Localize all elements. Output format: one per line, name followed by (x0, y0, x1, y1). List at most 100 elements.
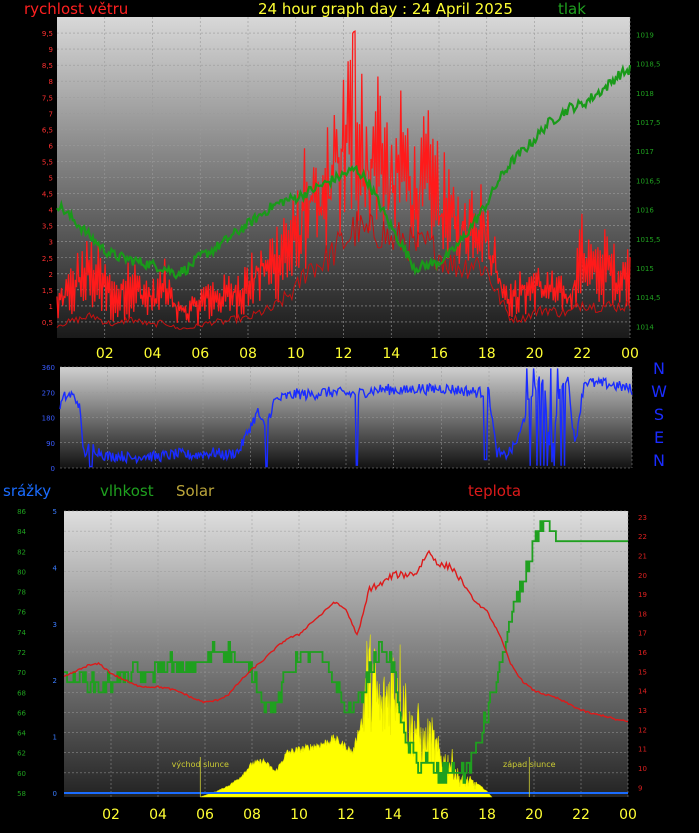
humidity-label: vlhkost (100, 482, 154, 500)
wind-speed-tick-label: 6,5 (42, 126, 53, 134)
temperature-tick-label: 19 (638, 591, 647, 599)
sunset-label: západ slunce (503, 760, 556, 769)
wind-direction-line (59, 368, 633, 468)
hour-tick-label: 04 (144, 346, 162, 362)
temperature-tick-label: 11 (638, 746, 647, 754)
wind-speed-tick-label: 4 (49, 207, 54, 215)
rain-label: srážky (3, 482, 51, 500)
temperature-tick-label: 10 (638, 765, 647, 773)
compass-letter: W (651, 382, 667, 401)
hour-tick-label: 16 (430, 346, 448, 362)
wind-direction-series (59, 368, 633, 468)
pressure-tick-label: 1016 (636, 207, 654, 215)
humidity-tick-label: 76 (17, 609, 26, 617)
wind-speed-label: rychlost větru (24, 0, 128, 18)
temperature-tick-label: 13 (638, 707, 647, 715)
pressure-tick-label: 1019 (636, 32, 654, 40)
hour-tick-label: 00 (621, 346, 639, 362)
hour-tick-label: 08 (239, 346, 257, 362)
temperature-axis: 9 10 11 12 13 14 15 16 17 18 19 20 21 22 23 (638, 514, 647, 793)
rain-tick-label: 2 (53, 677, 57, 685)
wind-speed-tick-label: 3,5 (42, 223, 53, 231)
wind-speed-tick-label: 1,5 (42, 287, 53, 295)
wind-speed-tick-label: 0,5 (42, 319, 53, 327)
wind-direction-axis: 0 90 180 270 360 (42, 364, 55, 473)
hour-tick-label: 20 (525, 807, 543, 823)
solar-area (200, 634, 493, 798)
climate-x-axis: 02 04 06 08 10 12 14 16 18 20 22 00 (102, 807, 637, 823)
pressure-tick-label: 1014 (636, 323, 654, 331)
temperature-tick-label: 20 (638, 572, 647, 580)
hour-tick-label: 08 (243, 807, 261, 823)
humidity-tick-label: 58 (17, 790, 26, 798)
pressure-line (56, 63, 632, 280)
climate-series (63, 520, 628, 798)
wind-speed-tick-label: 6 (49, 142, 54, 150)
temperature-tick-label: 16 (638, 649, 647, 657)
pressure-tick-label: 1018 (636, 90, 654, 98)
hour-tick-label: 02 (102, 807, 120, 823)
pressure-tick-label: 1015,5 (636, 236, 661, 244)
temperature-tick-label: 14 (638, 688, 647, 696)
hour-tick-label: 20 (526, 346, 544, 362)
wind-speed-tick-label: 4,5 (42, 191, 53, 199)
rain-tick-label: 5 (53, 508, 57, 516)
compass-letter: N (653, 451, 665, 470)
hour-tick-label: 10 (287, 346, 305, 362)
humidity-tick-label: 74 (17, 629, 26, 637)
humidity-line (64, 520, 628, 784)
hour-tick-label: 22 (572, 807, 590, 823)
pressure-tick-label: 1016,5 (636, 177, 661, 185)
temperature-tick-label: 12 (638, 726, 647, 734)
wind-gust-line (56, 30, 631, 326)
wind-pressure-x-axis: 02 04 06 08 10 12 14 16 18 20 22 00 (96, 346, 639, 362)
hour-tick-label: 04 (149, 807, 167, 823)
hour-tick-label: 14 (382, 346, 400, 362)
wind-speed-tick-label: 7 (49, 110, 53, 118)
temperature-line (63, 549, 628, 723)
wind-speed-tick-label: 5,5 (42, 158, 53, 166)
temperature-tick-label: 22 (638, 533, 647, 541)
hour-tick-label: 12 (337, 807, 355, 823)
wind-speed-tick-label: 5 (49, 175, 53, 183)
rain-tick-label: 1 (53, 734, 57, 742)
humidity-tick-label: 60 (17, 770, 26, 778)
hour-tick-label: 10 (290, 807, 308, 823)
humidity-tick-label: 66 (17, 709, 26, 717)
humidity-tick-label: 64 (17, 730, 26, 738)
humidity-axis: 58 60 62 64 66 68 70 72 74 76 78 80 82 84 86 (17, 508, 26, 798)
hour-tick-label: 12 (335, 346, 353, 362)
wind-speed-tick-label: 1 (49, 303, 53, 311)
chart-title: 24 hour graph day : 24 April 2025 (258, 0, 513, 18)
wind-speed-tick-label: 9,5 (42, 30, 53, 38)
direction-tick-label: 180 (42, 415, 55, 423)
compass-letter: N (653, 359, 665, 378)
compass-letter: S (654, 405, 664, 424)
humidity-tick-label: 68 (17, 689, 26, 697)
pressure-tick-label: 1017 (636, 148, 654, 156)
pressure-tick-label: 1017,5 (636, 119, 661, 127)
hour-tick-label: 06 (191, 346, 209, 362)
hour-tick-label: 22 (573, 346, 591, 362)
compass-letter: E (654, 428, 664, 447)
rain-tick-label: 4 (53, 564, 58, 572)
wind-speed-tick-label: 3 (49, 239, 53, 247)
temperature-tick-label: 18 (638, 610, 647, 618)
wind-average-line (56, 211, 631, 330)
direction-tick-label: 360 (42, 364, 55, 372)
temperature-tick-label: 15 (638, 668, 647, 676)
humidity-tick-label: 86 (17, 508, 26, 516)
wind-speed-tick-label: 9 (49, 46, 53, 54)
rain-tick-label: 0 (53, 790, 57, 798)
hour-tick-label: 00 (619, 807, 637, 823)
pressure-tick-label: 1018,5 (636, 61, 661, 69)
direction-tick-label: 270 (42, 389, 55, 397)
humidity-tick-label: 80 (17, 568, 26, 576)
humidity-tick-label: 62 (17, 750, 26, 758)
humidity-tick-label: 72 (17, 649, 26, 657)
wind-speed-tick-label: 2,5 (42, 255, 53, 263)
